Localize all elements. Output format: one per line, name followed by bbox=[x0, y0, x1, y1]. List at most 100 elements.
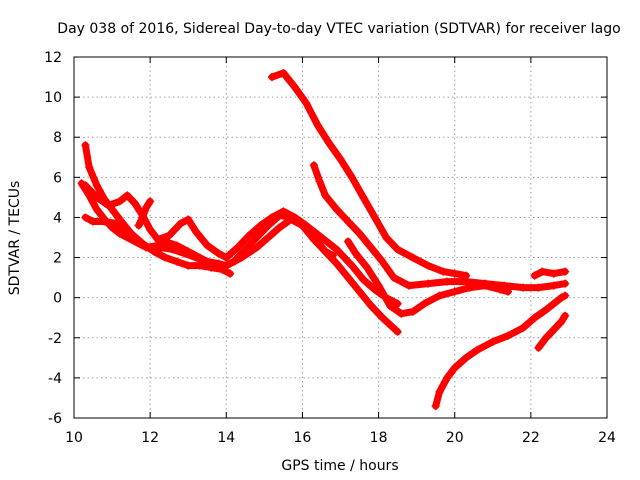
y-tick-label: -4 bbox=[48, 371, 62, 387]
data-point bbox=[142, 203, 151, 212]
data-point bbox=[439, 267, 448, 276]
data-point bbox=[450, 269, 459, 278]
data-point bbox=[309, 235, 318, 244]
data-point bbox=[408, 253, 417, 262]
data-point bbox=[408, 307, 417, 316]
data-point bbox=[256, 221, 265, 230]
data-point bbox=[557, 317, 566, 326]
data-point bbox=[100, 217, 109, 226]
x-tick-label: 24 bbox=[598, 430, 616, 446]
data-point bbox=[146, 197, 155, 206]
data-point bbox=[534, 283, 543, 292]
data-point bbox=[424, 279, 433, 288]
data-point bbox=[443, 373, 452, 382]
data-point bbox=[222, 253, 231, 262]
data-point bbox=[389, 273, 398, 282]
x-axis-label: GPS time / hours bbox=[281, 458, 398, 474]
series-texture-arc3 bbox=[83, 183, 400, 306]
data-point bbox=[81, 213, 90, 222]
data-point bbox=[142, 243, 151, 252]
data-point bbox=[332, 259, 341, 268]
data-point bbox=[252, 243, 261, 252]
series-texture-arc9 bbox=[434, 294, 567, 408]
data-point bbox=[115, 197, 124, 206]
data-point bbox=[104, 201, 113, 210]
data-point bbox=[226, 269, 235, 278]
data-point bbox=[488, 337, 497, 346]
series-texture-arc1 bbox=[83, 143, 232, 276]
data-point bbox=[465, 283, 474, 292]
data-point bbox=[347, 261, 356, 270]
data-point bbox=[92, 205, 101, 214]
data-point bbox=[161, 237, 170, 246]
data-point bbox=[538, 267, 547, 276]
data-point bbox=[218, 263, 227, 272]
data-point bbox=[435, 291, 444, 300]
data-point bbox=[378, 257, 387, 266]
data-point bbox=[138, 213, 147, 222]
data-point bbox=[424, 261, 433, 270]
x-tick-label: 18 bbox=[370, 430, 388, 446]
data-point bbox=[344, 273, 353, 282]
data-point bbox=[275, 211, 284, 220]
data-point bbox=[184, 215, 193, 224]
data-point bbox=[184, 247, 193, 256]
data-point bbox=[298, 221, 307, 230]
y-tick-label: 2 bbox=[53, 251, 62, 267]
data-point bbox=[233, 243, 242, 252]
data-point bbox=[370, 213, 379, 222]
data-point bbox=[130, 235, 139, 244]
data-point bbox=[241, 245, 250, 254]
data-point bbox=[420, 299, 429, 308]
data-point bbox=[393, 245, 402, 254]
series-texture-arc11 bbox=[533, 270, 567, 278]
data-point bbox=[359, 275, 368, 284]
data-point bbox=[355, 287, 364, 296]
data-point bbox=[165, 231, 174, 240]
data-point bbox=[153, 241, 162, 250]
y-tick-label: 10 bbox=[44, 90, 62, 106]
data-point bbox=[328, 251, 337, 260]
data-point bbox=[134, 221, 143, 230]
x-tick-label: 16 bbox=[294, 430, 312, 446]
data-point bbox=[332, 245, 341, 254]
data-point bbox=[519, 323, 528, 332]
data-point bbox=[195, 253, 204, 262]
data-point bbox=[549, 299, 558, 308]
data-point bbox=[393, 299, 402, 308]
y-tick-label: 0 bbox=[53, 291, 62, 307]
y-tick-label: 6 bbox=[53, 170, 62, 186]
x-tick-label: 22 bbox=[522, 430, 540, 446]
data-point bbox=[366, 243, 375, 252]
data-point bbox=[481, 281, 490, 290]
data-point bbox=[549, 281, 558, 290]
data-point bbox=[519, 283, 528, 292]
data-point bbox=[146, 225, 155, 234]
data-point bbox=[92, 181, 101, 190]
data-point bbox=[313, 121, 322, 130]
data-point bbox=[302, 99, 311, 108]
series-texture-arc4 bbox=[83, 213, 335, 270]
data-point bbox=[534, 343, 543, 352]
data-point bbox=[81, 181, 90, 190]
data-point bbox=[542, 333, 551, 342]
data-point bbox=[264, 221, 273, 230]
data-point bbox=[542, 305, 551, 314]
data-point bbox=[431, 401, 440, 410]
data-point bbox=[214, 249, 223, 258]
data-point bbox=[378, 313, 387, 322]
data-point bbox=[195, 261, 204, 270]
y-tick-label: -6 bbox=[48, 411, 62, 427]
data-point bbox=[287, 213, 296, 222]
data-point bbox=[435, 387, 444, 396]
data-point bbox=[397, 309, 406, 318]
x-tick-label: 10 bbox=[65, 430, 83, 446]
data-point bbox=[321, 191, 330, 200]
data-point bbox=[462, 353, 471, 362]
data-point bbox=[504, 331, 513, 340]
data-point bbox=[229, 257, 238, 266]
data-point bbox=[347, 173, 356, 182]
data-point bbox=[317, 233, 326, 242]
